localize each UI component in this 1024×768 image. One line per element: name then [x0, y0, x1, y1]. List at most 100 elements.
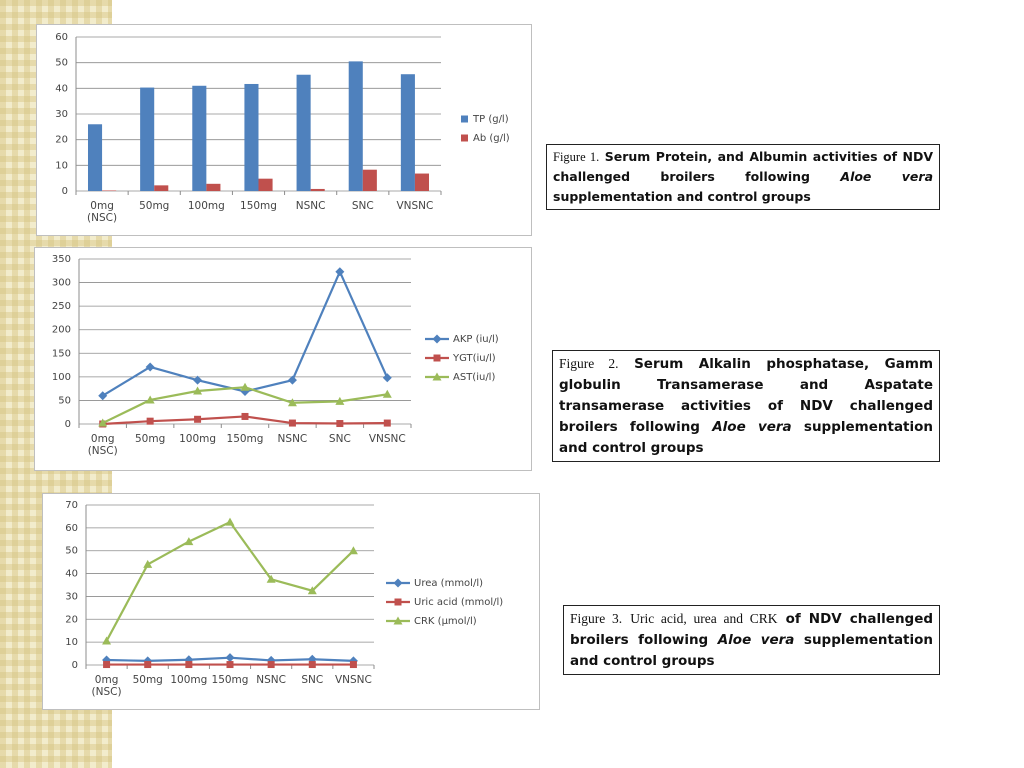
caption-text: Serum Protein, and Albumin activities of…	[553, 149, 934, 184]
bar	[192, 85, 207, 191]
x-tick-label: 150mg	[226, 433, 264, 445]
marker	[98, 391, 108, 401]
marker	[335, 267, 345, 277]
x-tick-label: VNSNC	[368, 433, 406, 445]
bar	[414, 173, 430, 191]
y-tick-label: 50	[65, 546, 78, 557]
x-tick-label: SNC	[328, 433, 351, 445]
legend-label: YGT(iu/l)	[452, 353, 496, 364]
caption-text: Serum Alkalin phosphatase, Gamm globulin…	[559, 356, 934, 435]
marker	[287, 398, 297, 407]
marker	[145, 395, 155, 404]
marker	[266, 574, 276, 583]
y-tick-label: 200	[52, 325, 71, 336]
bar	[206, 183, 221, 191]
caption-text: Aloe vera	[717, 632, 795, 648]
marker	[146, 417, 154, 425]
bar	[258, 178, 273, 191]
legend-swatch	[461, 115, 468, 123]
marker	[266, 655, 276, 665]
marker	[102, 636, 112, 645]
y-tick-label: 50	[55, 58, 68, 69]
marker	[382, 373, 392, 383]
marker	[143, 656, 153, 666]
y-tick-label: 40	[65, 569, 78, 580]
legend-label: Urea (mmol/l)	[414, 578, 483, 589]
plot: 0 10 20 30 40 50 60 70 Urea (mmol/l) Uric acid (m…	[65, 500, 503, 671]
legend-swatch	[461, 134, 468, 142]
x-tick-label: 0mg (NSC)	[87, 433, 118, 457]
y-tick-label: 50	[58, 395, 71, 406]
y-tick-label: 300	[52, 278, 71, 289]
bar	[400, 74, 415, 191]
caption-label: Figure 1.	[553, 150, 600, 164]
marker	[336, 420, 344, 428]
x-tick-label: NSNC	[277, 433, 308, 445]
bar	[296, 74, 311, 191]
x-tick-label: 50mg	[135, 433, 166, 445]
caption: Figure 3. Uric acid, urea and CRK of NDV…	[563, 605, 940, 675]
marker	[185, 661, 193, 669]
caption: Figure 2. Serum Alkalin phosphatase, Gam…	[552, 350, 940, 462]
caption-text: supplementation and control groups	[570, 632, 934, 669]
marker	[267, 661, 275, 669]
marker	[184, 537, 194, 546]
marker	[393, 578, 403, 588]
marker	[193, 386, 203, 395]
x-tick-label: 50mg	[132, 674, 163, 686]
marker	[226, 661, 234, 669]
legend-label: TP (g/l)	[472, 114, 509, 125]
marker	[335, 396, 345, 405]
bar	[87, 124, 103, 191]
marker	[288, 419, 296, 427]
marker	[145, 362, 155, 372]
y-tick-label: 20	[65, 614, 78, 625]
x-tick-label: 100mg	[170, 674, 208, 686]
marker	[225, 517, 235, 526]
y-tick-label: 40	[55, 83, 68, 94]
marker	[241, 412, 249, 420]
chart: 0 10 20 30 40 50 60 70 Urea (mmol/l) Uric acid (m…	[42, 493, 540, 710]
marker	[98, 418, 108, 427]
y-tick-label: 60	[55, 32, 68, 43]
caption: Figure 1. Serum Protein, and Albumin act…	[546, 144, 940, 210]
marker	[432, 372, 442, 381]
line	[105, 520, 355, 642]
plot: 0 10 20 30 40 50 60 TP (g/l) Ab (g/l)	[55, 32, 510, 197]
x-tick-label: 0mg (NSC)	[91, 674, 122, 698]
y-tick-label: 0	[65, 419, 71, 430]
marker	[287, 375, 297, 385]
y-tick-label: 30	[55, 109, 68, 120]
y-tick-label: 10	[55, 160, 68, 171]
marker	[393, 616, 403, 625]
marker	[394, 598, 402, 606]
bar	[310, 188, 325, 191]
marker	[383, 419, 391, 427]
bar	[362, 169, 377, 191]
marker	[240, 382, 250, 391]
y-tick-label: 30	[65, 591, 78, 602]
x-tick-label: VNSNC	[396, 200, 434, 212]
x-tick-label: NSNC	[295, 200, 326, 212]
marker	[225, 653, 235, 663]
marker	[432, 334, 442, 344]
plot: 0 50 100 150 200 250 300 350 AKP (iu/l) YGT(iu/l)…	[52, 254, 499, 430]
chart: 0 10 20 30 40 50 60 TP (g/l) Ab (g/l) 0mg (NSC) 50…	[36, 24, 532, 236]
caption-label: Figure 2.	[559, 356, 619, 371]
y-tick-label: 60	[65, 523, 78, 534]
y-tick-label: 0	[62, 186, 68, 197]
legend-label: Ab (g/l)	[473, 133, 510, 144]
x-tick-label: 100mg	[187, 200, 225, 212]
bar	[102, 190, 117, 191]
x-tick-label: 100mg	[179, 433, 217, 445]
caption-text: Uric acid, urea and CRK	[630, 611, 778, 626]
caption-text: Aloe vera	[712, 419, 792, 435]
caption-label: Figure 3.	[570, 611, 623, 626]
marker	[382, 389, 392, 398]
y-tick-label: 250	[52, 301, 71, 312]
marker	[307, 586, 317, 595]
x-tick-label: SNC	[351, 200, 374, 212]
marker	[103, 661, 111, 669]
x-tick-label: VNSNC	[334, 674, 372, 686]
